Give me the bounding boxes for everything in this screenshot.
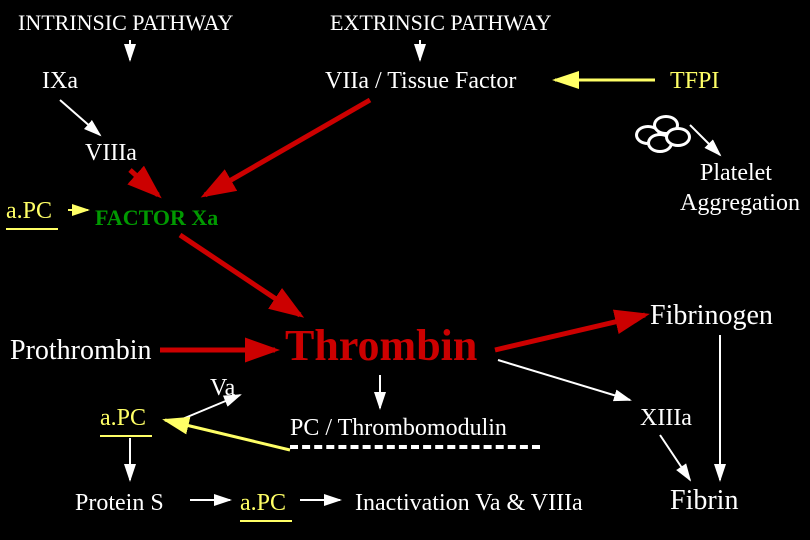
thrombin-label: Thrombin xyxy=(285,320,477,371)
apc-underline xyxy=(6,228,58,230)
arrow xyxy=(165,420,290,450)
viiia-label: VIIIa xyxy=(85,140,137,167)
protein-s-label: Protein S xyxy=(75,490,164,517)
intrinsic-pathway-label: INTRINSIC PATHWAY xyxy=(18,10,233,36)
platelet-label: Platelet xyxy=(700,160,772,187)
viia-tissuefactor-label: VIIa / Tissue Factor xyxy=(325,68,516,95)
arrow xyxy=(660,435,690,480)
arrow xyxy=(690,125,720,155)
aggregation-label: Aggregation xyxy=(680,190,800,217)
dashed-underline xyxy=(290,445,540,449)
apc-underline xyxy=(100,435,152,437)
extrinsic-pathway-label: EXTRINSIC PATHWAY xyxy=(330,10,551,36)
arrow xyxy=(498,360,630,400)
apc-mid-label: a.PC xyxy=(100,405,146,432)
platelet-oval xyxy=(665,127,691,147)
apc-underline xyxy=(240,520,292,522)
arrow xyxy=(60,100,100,135)
arrow xyxy=(495,315,645,350)
arrow xyxy=(130,170,158,195)
fibrinogen-label: Fibrinogen xyxy=(650,300,773,332)
arrow xyxy=(205,100,370,195)
pc-thrombomodulin-label: PC / Thrombomodulin xyxy=(290,415,507,442)
ixa-label: IXa xyxy=(42,68,78,95)
apc-top-label: a.PC xyxy=(6,198,52,225)
factor-xa-label: FACTOR Xa xyxy=(95,205,218,231)
va-label: Va xyxy=(210,375,235,402)
prothrombin-label: Prothrombin xyxy=(10,335,152,367)
xiiia-label: XIIIa xyxy=(640,405,692,432)
arrow xyxy=(180,235,300,315)
tfpi-label: TFPI xyxy=(670,68,719,95)
fibrin-label: Fibrin xyxy=(670,485,738,517)
apc-bottom-label: a.PC xyxy=(240,490,286,517)
inactivation-label: Inactivation Va & VIIIa xyxy=(355,490,583,517)
